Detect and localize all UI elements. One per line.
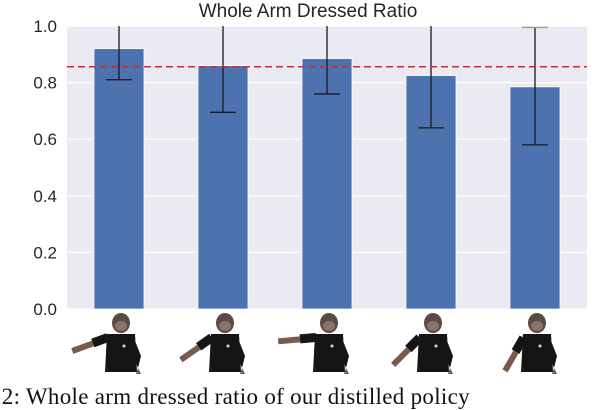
error-bar <box>522 26 548 146</box>
y-tick-label: 0.6 <box>33 130 57 149</box>
person-pose-icon <box>179 313 245 374</box>
y-tick-label: 0.8 <box>33 74 57 93</box>
y-axis-ticks: 0.0 0.2 0.4 0.6 0.8 1.0 <box>33 17 57 319</box>
error-bar <box>210 26 236 113</box>
error-bar <box>106 26 132 81</box>
error-bar <box>314 26 340 95</box>
y-tick-label: 0.4 <box>33 187 57 206</box>
chart-title: Whole Arm Dressed Ratio <box>199 1 418 22</box>
y-tick-label: 1.0 <box>33 17 57 36</box>
bars <box>93 48 561 310</box>
bar <box>301 58 353 310</box>
person-pose-icon <box>71 313 141 374</box>
bar <box>93 48 145 310</box>
error-bars <box>106 26 548 146</box>
figure-caption: 12: Whole arm dressed ratio of our disti… <box>0 384 470 409</box>
person-pose-icon <box>502 313 557 374</box>
x-tick-images <box>71 313 557 374</box>
y-tick-label: 0.0 <box>33 300 57 319</box>
person-pose-icon <box>277 313 349 374</box>
person-pose-icon <box>391 313 453 374</box>
error-bar <box>418 26 444 129</box>
y-tick-label: 0.2 <box>33 243 57 262</box>
